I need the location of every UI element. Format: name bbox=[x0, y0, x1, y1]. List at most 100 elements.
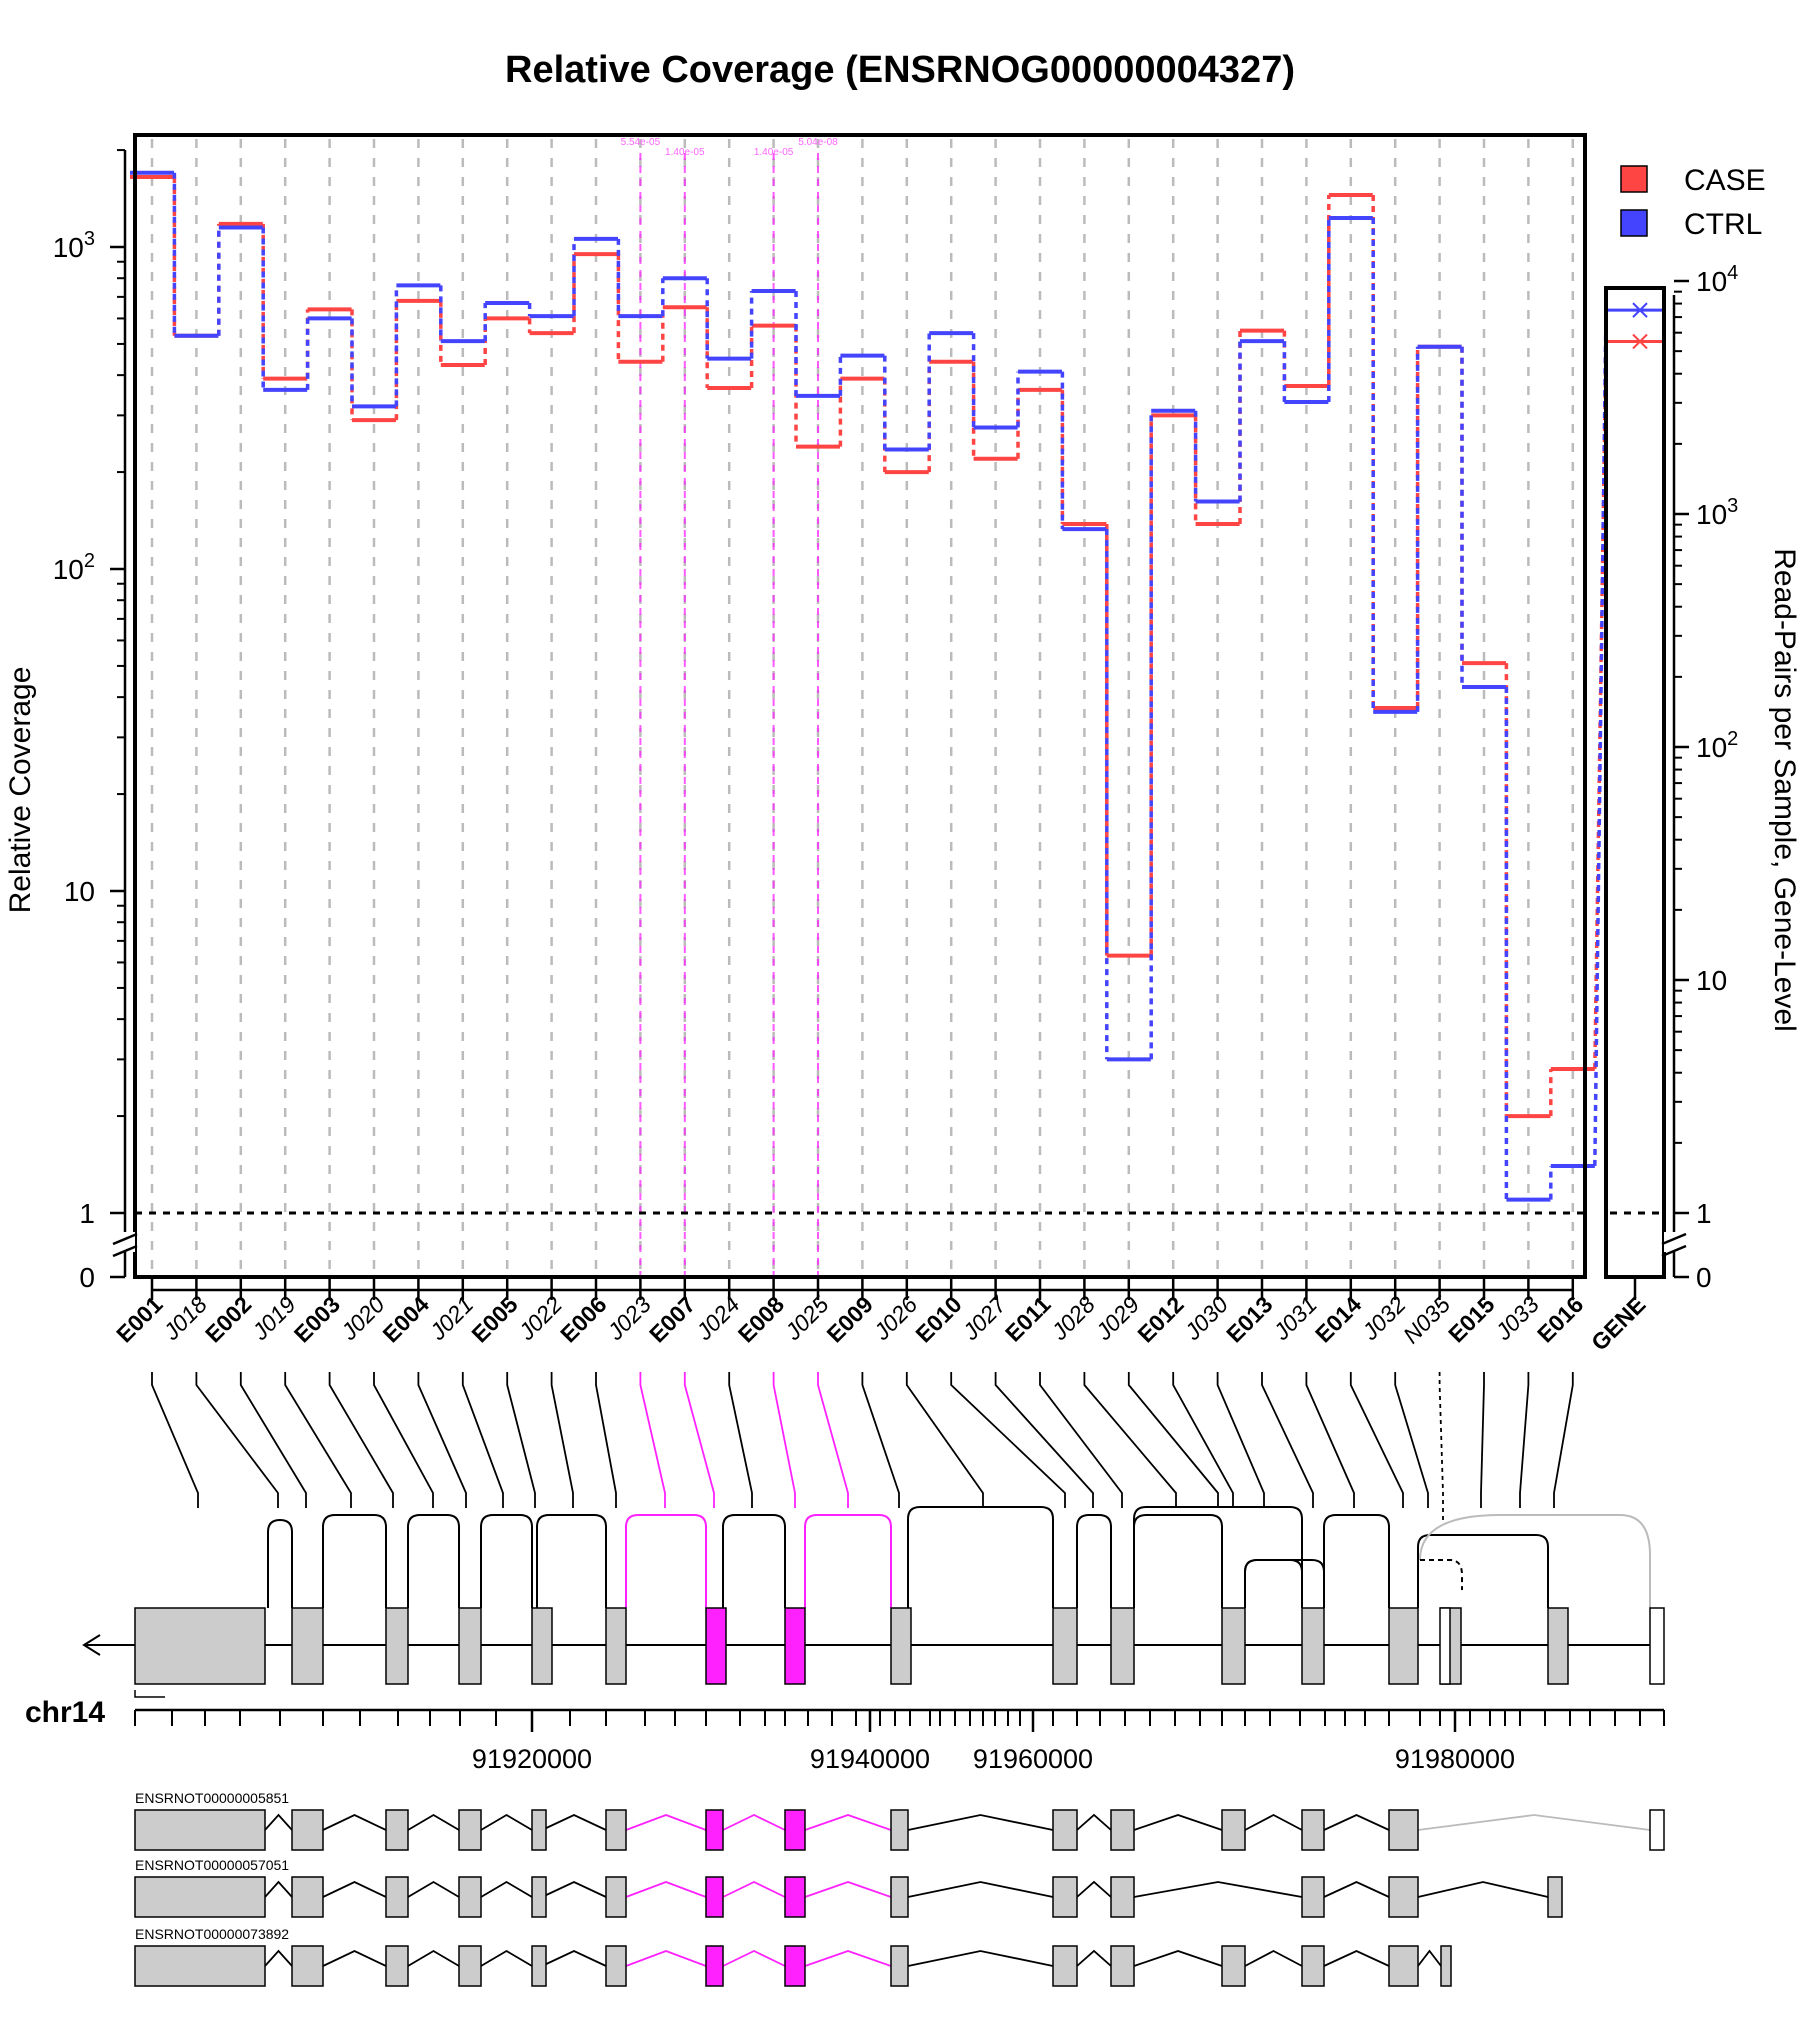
feature-connector-E003 bbox=[328, 1372, 394, 1508]
feature-label-J022: J022 bbox=[513, 1291, 568, 1346]
feature-connector-J027 bbox=[994, 1372, 1094, 1508]
transcript-intron bbox=[1417, 1881, 1549, 1898]
feature-connector-E004 bbox=[417, 1372, 467, 1508]
transcript-exon bbox=[385, 1876, 409, 1918]
junction-arc bbox=[625, 1514, 707, 1608]
feature-connector-E014 bbox=[1349, 1372, 1404, 1508]
junction-arc bbox=[1244, 1559, 1325, 1608]
feature-label-J024: J024 bbox=[690, 1291, 744, 1345]
exon-box-utr bbox=[1649, 1607, 1665, 1685]
junction-arc bbox=[1133, 1514, 1223, 1608]
junction-arc bbox=[1076, 1514, 1112, 1608]
feature-connector-E008 bbox=[772, 1372, 796, 1508]
transcript-intron bbox=[625, 1950, 707, 1967]
exon-box-E005 bbox=[531, 1607, 553, 1685]
feature-label-E012: E012 bbox=[1132, 1291, 1188, 1347]
transcript-exon bbox=[784, 1876, 806, 1918]
junction-arc bbox=[267, 1518, 293, 1608]
transcript-intron bbox=[541, 1881, 607, 1898]
exon-box-E004 bbox=[458, 1607, 482, 1685]
transcript-exon bbox=[784, 1945, 806, 1987]
transcript-exon bbox=[1052, 1945, 1078, 1987]
genomic-axis: chr14 91920000 91940000 91960000 91980000 bbox=[25, 1696, 1665, 1774]
exon-box-E006 bbox=[605, 1607, 627, 1685]
junction-arc bbox=[722, 1514, 786, 1608]
transcript-intron bbox=[480, 1949, 533, 1967]
feature-connector-E005 bbox=[506, 1372, 536, 1508]
feature-label-E010: E010 bbox=[910, 1291, 966, 1347]
transcript-exon bbox=[705, 1809, 724, 1851]
feature-label-E002: E002 bbox=[200, 1291, 256, 1347]
gene-frame bbox=[1604, 286, 1666, 1279]
transcript-exon-utr bbox=[1649, 1809, 1665, 1851]
junction-arc bbox=[1417, 1534, 1549, 1608]
transcript-label: ENSRNOT00000057051 bbox=[135, 1857, 289, 1873]
transcript-exon bbox=[291, 1945, 324, 1987]
transcript-exon bbox=[605, 1809, 627, 1851]
gene-y-tick-label: 104 bbox=[1696, 262, 1738, 297]
feature-label-J030: J030 bbox=[1179, 1291, 1234, 1346]
junction-arc bbox=[907, 1506, 1054, 1608]
transcript-exon bbox=[458, 1809, 482, 1851]
transcript-exon bbox=[1052, 1809, 1078, 1851]
transcript-intron bbox=[804, 1950, 892, 1967]
transcript-intron bbox=[322, 1881, 387, 1898]
chromosome-label: chr14 bbox=[25, 1696, 105, 1729]
transcript-exon bbox=[890, 1876, 909, 1918]
transcript-intron bbox=[722, 1950, 786, 1967]
transcript-intron bbox=[625, 1814, 707, 1831]
gene-level-panel: 1 10 102 103 104 0 GENE bbox=[1586, 262, 1738, 1356]
gene-marker-CTRL bbox=[1632, 302, 1648, 318]
feature-label-E008: E008 bbox=[733, 1291, 790, 1348]
feature-label-E006: E006 bbox=[555, 1291, 611, 1347]
junction-arc bbox=[1133, 1506, 1303, 1608]
feature-label-J019: J019 bbox=[246, 1291, 301, 1346]
transcript-exon bbox=[291, 1876, 324, 1918]
y-zero-label: 0 bbox=[79, 1262, 95, 1293]
transcript-intron bbox=[322, 1814, 387, 1831]
transcript-intron bbox=[907, 1950, 1054, 1967]
transcript-intron bbox=[1133, 1950, 1223, 1967]
feature-connector-J028 bbox=[1083, 1372, 1177, 1508]
feature-connector-J023 bbox=[639, 1372, 666, 1508]
transcript-exon bbox=[1388, 1945, 1419, 1987]
transcript-intron bbox=[407, 1813, 460, 1831]
exon-box-E007 bbox=[705, 1607, 727, 1685]
feature-connector-J018 bbox=[195, 1372, 279, 1508]
feature-connector-E015 bbox=[1480, 1372, 1485, 1508]
genomic-tick-label: 91960000 bbox=[973, 1744, 1093, 1774]
exon-box-E010 bbox=[1052, 1607, 1078, 1685]
transcript-intron-gray bbox=[1417, 1814, 1651, 1831]
exon-box-E001 bbox=[134, 1607, 266, 1685]
transcript-intron bbox=[541, 1814, 607, 1831]
transcript-intron bbox=[1133, 1814, 1223, 1831]
transcript-label: ENSRNOT00000073892 bbox=[135, 1926, 289, 1942]
exon-box-E013 bbox=[1301, 1607, 1325, 1685]
transcript-exon bbox=[1301, 1945, 1325, 1987]
gene-structure bbox=[82, 1372, 1665, 1698]
transcript-exon bbox=[385, 1809, 409, 1851]
transcript-exon bbox=[1221, 1809, 1246, 1851]
feature-label-J021: J021 bbox=[424, 1291, 478, 1345]
junction-arc bbox=[322, 1514, 387, 1608]
transcript-intron bbox=[1076, 1949, 1112, 1967]
legend-swatch-CASE bbox=[1620, 165, 1648, 193]
strand-arrow bbox=[82, 1634, 110, 1656]
exon-box-E002 bbox=[291, 1607, 324, 1685]
exon-box-E011 bbox=[1110, 1607, 1135, 1685]
pvalue-label-E007: 1.40e-05 bbox=[665, 147, 705, 158]
feature-label-E007: E007 bbox=[644, 1291, 700, 1347]
transcript-exon bbox=[605, 1945, 627, 1987]
feature-connector-N035 bbox=[1438, 1372, 1444, 1520]
feature-connector-J021 bbox=[461, 1372, 504, 1508]
feature-connector-J025 bbox=[817, 1372, 849, 1508]
junction-arc bbox=[407, 1514, 460, 1608]
pvalue-label-J025: 5.04e-08 bbox=[798, 137, 838, 148]
transcript-intron bbox=[322, 1950, 387, 1967]
transcript-intron bbox=[907, 1814, 1054, 1831]
transcript-exon bbox=[531, 1809, 547, 1851]
exon-box-E009 bbox=[890, 1607, 912, 1685]
feature-label-J023: J023 bbox=[602, 1291, 657, 1346]
transcript-intron bbox=[625, 1881, 707, 1898]
